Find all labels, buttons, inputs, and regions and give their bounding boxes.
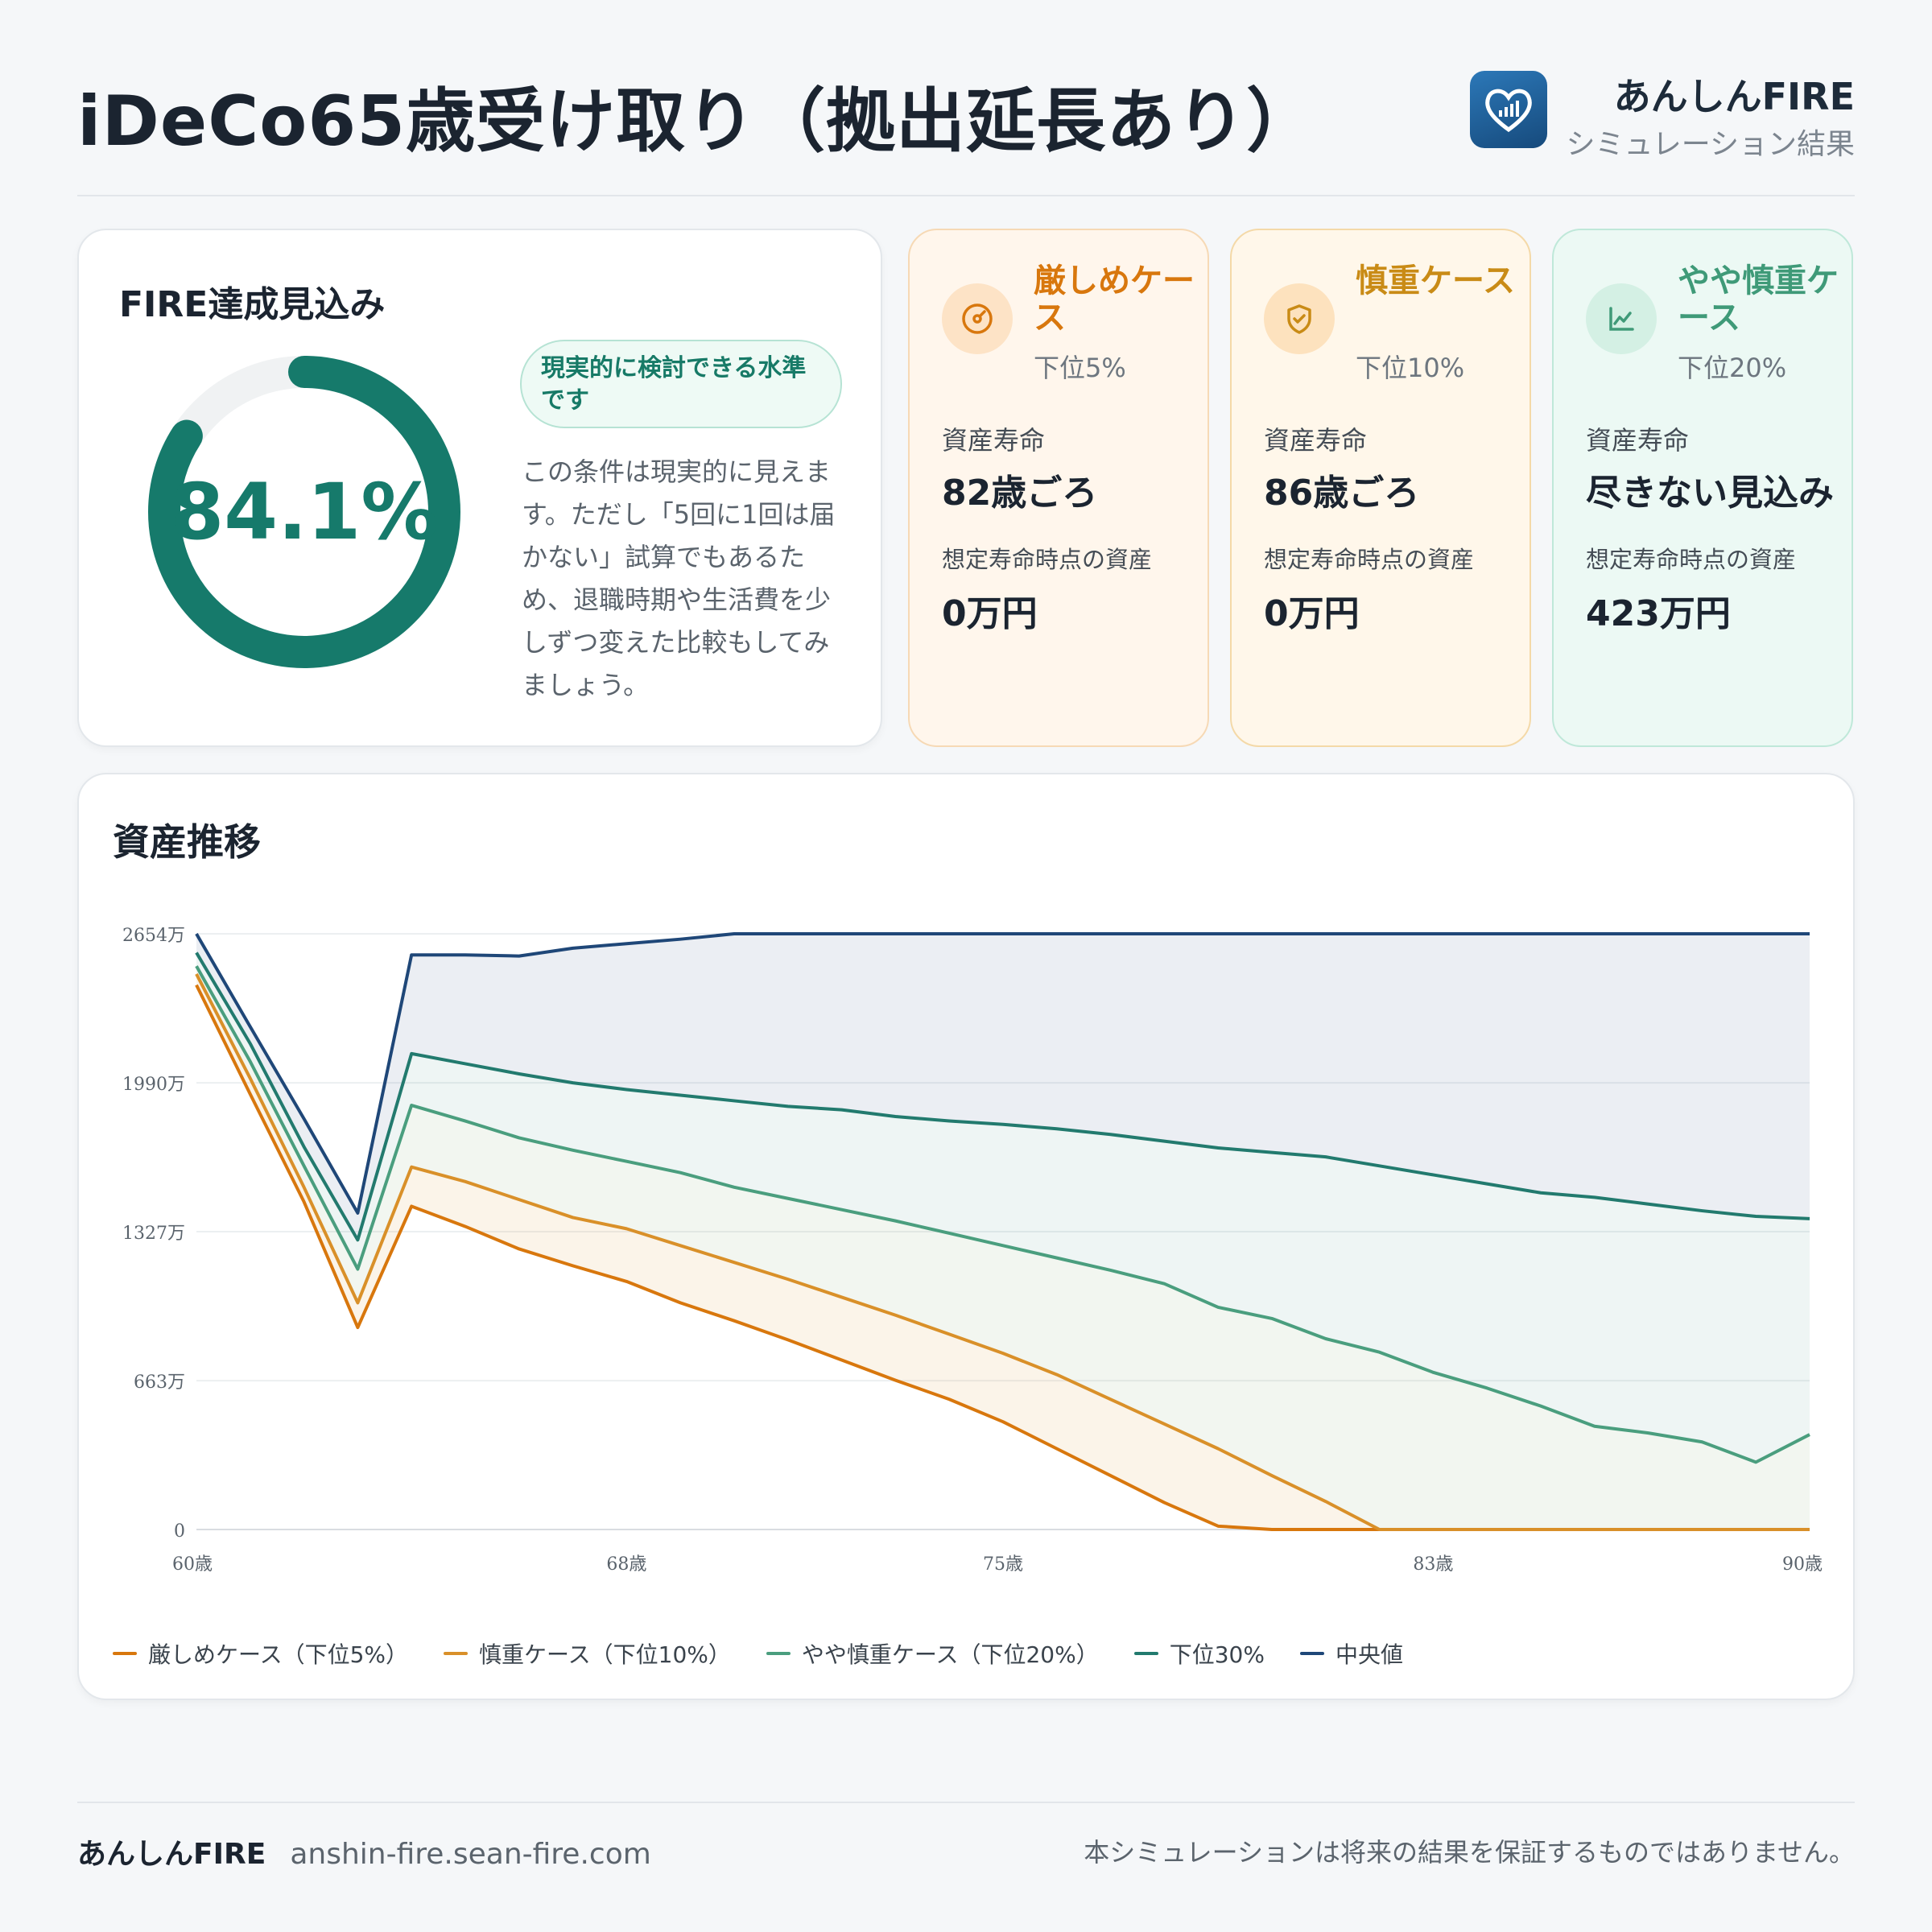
final-asset-label: 想定寿命時点の資産: [1264, 546, 1475, 573]
asset-line-chart: 0 663万 1327万 1990万 2654万 60歳 68歳 75歳 83歳 90歳: [122, 926, 1823, 1575]
asset-life-label: 資産寿命: [942, 425, 1046, 456]
case-percentile: 下位10%: [1356, 353, 1465, 383]
case-card-slightly-cautious: やや慎重ケース 下位20% 資産寿命 尽きない見込み 想定寿命時点の資産 423…: [1552, 229, 1853, 747]
x-tick-label: 75歳: [983, 1554, 1023, 1575]
fire-donut-chart: [148, 356, 460, 668]
final-asset-value: 423万円: [1586, 593, 1731, 634]
final-asset-value: 0万円: [1264, 593, 1360, 634]
shield-check-icon: [1264, 283, 1335, 354]
series-line-3: [195, 952, 1810, 1242]
band-median: [196, 934, 1810, 1241]
case-name: 慎重ケース: [1356, 262, 1515, 299]
band-p20: [196, 966, 1810, 1530]
legend-label: 中央値: [1335, 1641, 1403, 1668]
asset-chart-card: 資産推移 0 663万 1327万 1990万 2654万 60歳 68歳 75歳 83歳 90歳…: [77, 773, 1855, 1700]
asset-life-value: 尽きない見込み: [1586, 473, 1834, 514]
fire-description: この条件は現実的に見えます。ただし「5回に1回は届かない」試算でもあるため、退職…: [522, 456, 836, 700]
y-tick-label: 663万: [134, 1373, 185, 1393]
legend-label: 下位30%: [1169, 1641, 1265, 1668]
series-line-1: [195, 972, 1810, 1531]
asset-life-label: 資産寿命: [1586, 425, 1690, 456]
fire-card-title: FIRE達成見込み: [119, 284, 386, 325]
chart-legend: 厳しめケース（下位5%） 慎重ケース（下位10%） やや慎重ケース（下位20%） 下位…: [113, 1637, 1403, 1670]
footer-disclaimer: 本シミュレーションは将来の結果を保証するものではありません。: [1084, 1837, 1855, 1868]
final-asset-label: 想定寿命時点の資産: [1586, 546, 1797, 573]
legend-swatch: [766, 1652, 791, 1655]
case-percentile: 下位20%: [1678, 353, 1787, 383]
x-tick-label: 68歳: [606, 1554, 646, 1575]
fire-status-badge: 現実的に検討できる水準です: [520, 340, 842, 428]
band-p30: [196, 952, 1810, 1463]
x-tick-label: 90歳: [1782, 1554, 1823, 1575]
legend-swatch: [444, 1652, 469, 1655]
header-divider: [77, 195, 1855, 196]
y-tick-label: 1327万: [122, 1224, 185, 1244]
legend-item: 下位30%: [1133, 1637, 1265, 1670]
chart-title: 資産推移: [113, 820, 261, 864]
y-tick-label: 1990万: [122, 1075, 185, 1095]
page-title: iDeCo65歳受け取り（拠出延長あり）: [77, 81, 1317, 162]
legend-item: 厳しめケース（下位5%）: [113, 1637, 408, 1670]
legend-label: やや慎重ケース（下位20%）: [801, 1641, 1099, 1668]
asset-life-value: 82歳ごろ: [942, 473, 1098, 514]
series-line-4: [195, 932, 1810, 1215]
legend-item: やや慎重ケース（下位20%）: [766, 1637, 1099, 1670]
legend-label: 慎重ケース（下位10%）: [479, 1641, 731, 1668]
legend-item: 慎重ケース（下位10%）: [444, 1637, 731, 1670]
case-card-cautious: 慎重ケース 下位10% 資産寿命 86歳ごろ 想定寿命時点の資産 0万円: [1230, 229, 1531, 747]
brand-name: あんしんFIRE: [1613, 75, 1855, 118]
final-asset-label: 想定寿命時点の資産: [942, 546, 1153, 573]
legend-label: 厳しめケース（下位5%）: [148, 1641, 409, 1668]
final-asset-value: 0万円: [942, 593, 1038, 634]
asset-life-value: 86歳ごろ: [1264, 473, 1420, 514]
line-chart-icon: [1586, 283, 1657, 354]
y-tick-label: 2654万: [122, 926, 185, 946]
fire-percent: 84.1%: [170, 467, 439, 557]
y-tick-label: 0: [174, 1521, 185, 1542]
footer-divider: [77, 1802, 1855, 1803]
x-tick-label: 83歳: [1413, 1554, 1453, 1575]
footer-brand-block: あんしんFIRE anshin-fire.sean-fire.com: [77, 1831, 651, 1872]
series-line-2: [195, 965, 1810, 1464]
legend-item: 中央値: [1299, 1637, 1403, 1670]
gauge-icon: [942, 283, 1013, 354]
fire-probability-card: FIRE達成見込み 84.1% 現実的に検討できる水準です この条件は現実的に見…: [77, 229, 882, 747]
legend-swatch: [1299, 1652, 1324, 1655]
band-p10: [196, 973, 1810, 1530]
case-name: やや慎重ケース: [1678, 262, 1839, 336]
legend-swatch: [113, 1652, 137, 1655]
x-tick-label: 60歳: [172, 1554, 213, 1575]
case-card-severe: 厳しめケース 下位5% 資産寿命 82歳ごろ 想定寿命時点の資産 0万円: [908, 229, 1209, 747]
asset-life-label: 資産寿命: [1264, 425, 1368, 456]
case-name: 厳しめケース: [1034, 262, 1195, 336]
footer-brand: あんしんFIRE: [77, 1838, 266, 1871]
legend-swatch: [1133, 1652, 1158, 1655]
brand-subtitle: シミュレーション結果: [1566, 128, 1855, 161]
case-percentile: 下位5%: [1034, 353, 1126, 383]
app-logo-icon: [1470, 71, 1547, 148]
footer-url[interactable]: anshin-fire.sean-fire.com: [290, 1838, 651, 1871]
